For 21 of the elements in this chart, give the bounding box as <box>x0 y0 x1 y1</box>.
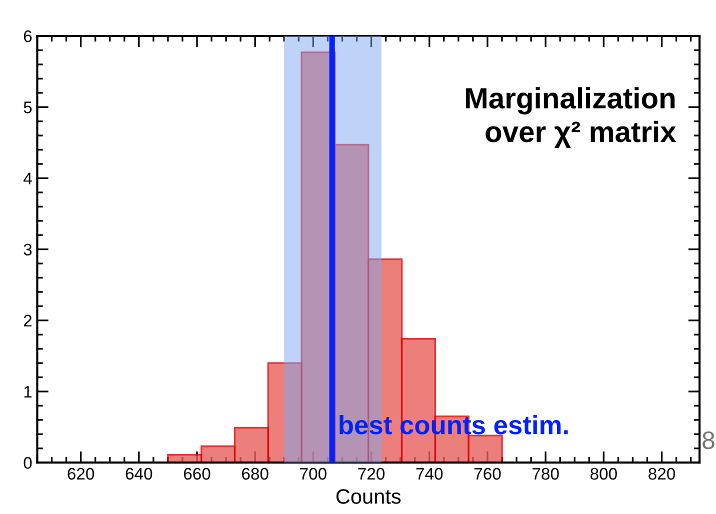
x-axis-title: Counts <box>336 489 401 504</box>
x-tick-label: 780 <box>532 468 559 480</box>
x-tick-label: 740 <box>416 468 443 480</box>
y-tick-label: 4 <box>23 172 32 184</box>
y-tick-label: 1 <box>24 386 32 398</box>
x-tick-label: 700 <box>300 468 326 480</box>
text: 8 <box>702 431 714 450</box>
x-tick-label: 760 <box>474 468 501 480</box>
x-tick-label: 620 <box>68 468 94 480</box>
annotation: Marginalization over χ² matrix <box>466 87 676 148</box>
x-tick-label: 720 <box>358 468 385 480</box>
y-tick-label: 3 <box>24 244 32 256</box>
x-tick-label: 820 <box>648 468 676 480</box>
y-tick-label: 5 <box>24 102 32 114</box>
y-tick-label: 2 <box>24 314 32 326</box>
y-tick-label: 6 <box>24 30 32 42</box>
x-tick-label: 640 <box>126 468 152 480</box>
x-tick-label: 660 <box>184 468 210 480</box>
x-tick-label: 680 <box>242 468 268 480</box>
y-tick-label: 0 <box>24 457 32 469</box>
x-tick-label: 800 <box>590 468 617 480</box>
